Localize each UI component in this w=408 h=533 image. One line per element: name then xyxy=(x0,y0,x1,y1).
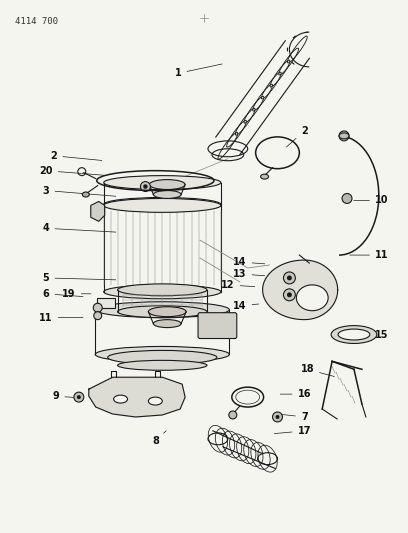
Text: 18: 18 xyxy=(300,364,335,376)
Circle shape xyxy=(77,395,81,399)
Circle shape xyxy=(275,415,279,419)
Ellipse shape xyxy=(104,197,221,212)
Text: 11: 11 xyxy=(350,250,388,260)
Text: 6: 6 xyxy=(43,289,83,299)
Text: 2: 2 xyxy=(51,151,102,161)
Ellipse shape xyxy=(338,329,370,340)
Ellipse shape xyxy=(331,326,377,343)
Text: 14: 14 xyxy=(233,301,259,311)
Ellipse shape xyxy=(149,180,185,190)
Text: 15: 15 xyxy=(355,329,388,340)
Text: 5: 5 xyxy=(43,273,116,283)
Circle shape xyxy=(339,131,349,141)
Text: 4: 4 xyxy=(43,223,116,233)
Ellipse shape xyxy=(118,360,207,370)
Ellipse shape xyxy=(149,306,186,317)
Text: 19: 19 xyxy=(62,289,91,299)
Circle shape xyxy=(93,303,102,312)
Polygon shape xyxy=(91,201,105,221)
Circle shape xyxy=(287,292,292,297)
Circle shape xyxy=(287,276,292,280)
Ellipse shape xyxy=(339,133,349,139)
Ellipse shape xyxy=(108,350,217,365)
Circle shape xyxy=(140,182,151,191)
Text: 17: 17 xyxy=(274,426,311,436)
Ellipse shape xyxy=(118,306,207,318)
Ellipse shape xyxy=(95,302,229,318)
Text: 4114 700: 4114 700 xyxy=(15,17,58,26)
Ellipse shape xyxy=(153,190,181,198)
FancyBboxPatch shape xyxy=(198,313,237,338)
Ellipse shape xyxy=(82,192,89,197)
Text: 7: 7 xyxy=(280,412,308,422)
Circle shape xyxy=(342,193,352,204)
Text: 14: 14 xyxy=(233,257,265,267)
Text: 19: 19 xyxy=(102,300,110,305)
Ellipse shape xyxy=(118,284,207,296)
Circle shape xyxy=(284,289,295,301)
Polygon shape xyxy=(89,377,185,417)
Circle shape xyxy=(74,392,84,402)
Text: 8: 8 xyxy=(152,431,166,446)
Ellipse shape xyxy=(95,346,229,362)
FancyBboxPatch shape xyxy=(97,298,115,308)
Text: 2: 2 xyxy=(286,126,308,147)
Ellipse shape xyxy=(153,320,181,328)
Circle shape xyxy=(284,272,295,284)
Circle shape xyxy=(144,184,147,189)
Ellipse shape xyxy=(104,175,221,190)
Text: 9: 9 xyxy=(53,391,80,401)
Ellipse shape xyxy=(296,285,328,311)
Text: 10: 10 xyxy=(354,196,388,205)
Ellipse shape xyxy=(104,198,221,212)
Text: 12: 12 xyxy=(221,280,255,290)
Text: 13: 13 xyxy=(233,269,265,279)
Circle shape xyxy=(229,411,237,419)
Text: 20: 20 xyxy=(39,166,106,176)
Circle shape xyxy=(94,312,102,320)
Text: 3: 3 xyxy=(43,185,116,196)
Text: 1: 1 xyxy=(175,64,222,78)
Ellipse shape xyxy=(261,174,268,179)
Ellipse shape xyxy=(104,285,221,299)
Circle shape xyxy=(273,412,282,422)
Ellipse shape xyxy=(149,397,162,405)
Text: 16: 16 xyxy=(280,389,311,399)
Ellipse shape xyxy=(113,395,128,403)
Polygon shape xyxy=(263,260,338,320)
Text: 11: 11 xyxy=(39,313,83,322)
